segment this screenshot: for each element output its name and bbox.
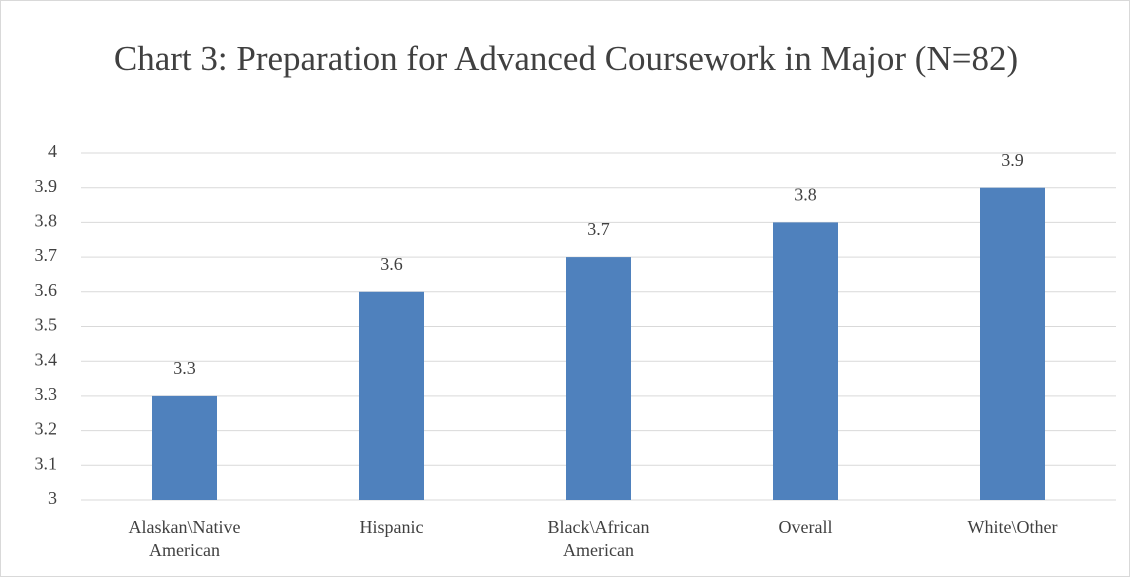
x-tick-label: White\Other [967, 517, 1058, 537]
y-tick-label: 3.6 [35, 280, 58, 300]
y-tick-label: 3 [48, 488, 57, 508]
x-tick-label: Black\African American [547, 517, 650, 560]
data-label: 3.8 [794, 185, 817, 205]
bar [359, 291, 424, 500]
y-tick-label: 3.2 [35, 419, 58, 439]
y-tick-label: 3.4 [35, 349, 58, 369]
y-tick-label: 3.3 [35, 384, 58, 404]
bar [566, 257, 631, 500]
chart-title: Chart 3: Preparation for Advanced Course… [113, 39, 1019, 78]
y-tick-label: 3.7 [35, 245, 58, 265]
y-tick-label: 3.5 [35, 315, 58, 335]
x-tick-label: Hispanic [359, 517, 424, 537]
y-tick-label: 3.1 [35, 453, 58, 473]
y-tick-label: 3.8 [35, 211, 58, 231]
data-label: 3.6 [380, 254, 403, 274]
bar [773, 222, 838, 500]
x-tick-label: Overall [778, 517, 833, 537]
y-tick-label: 4 [48, 141, 57, 161]
data-label: 3.3 [173, 358, 196, 378]
data-label: 3.7 [587, 219, 610, 239]
x-tick-label: Alaskan\Native American [128, 517, 241, 560]
y-tick-label: 3.9 [35, 176, 58, 196]
bar [980, 187, 1045, 500]
bar [152, 395, 217, 500]
data-label: 3.9 [1001, 150, 1024, 170]
